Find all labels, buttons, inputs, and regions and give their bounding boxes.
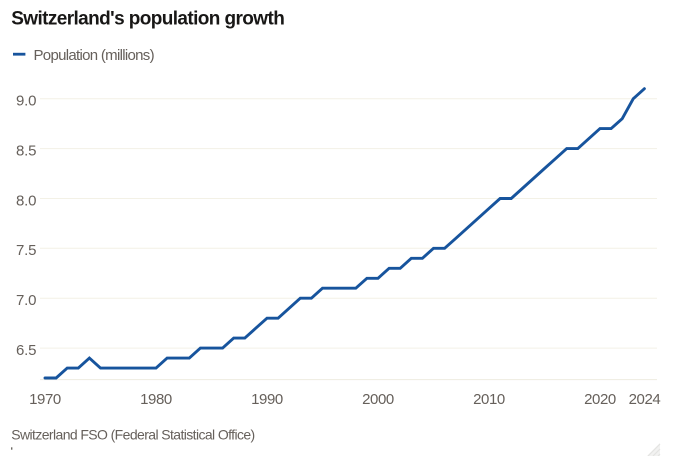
svg-text:6.5: 6.5 <box>16 342 36 359</box>
svg-text:7.5: 7.5 <box>16 242 36 259</box>
svg-text:1990: 1990 <box>251 391 283 408</box>
svg-text:1980: 1980 <box>140 391 172 408</box>
svg-text:2010: 2010 <box>473 391 505 408</box>
svg-text:2020: 2020 <box>584 391 616 408</box>
svg-text:8.0: 8.0 <box>16 192 36 209</box>
svg-text:7.0: 7.0 <box>16 292 36 309</box>
svg-text:9.0: 9.0 <box>16 93 36 110</box>
svg-text:8.5: 8.5 <box>16 142 36 159</box>
svg-text:Switzerland FSO (Federal Stati: Switzerland FSO (Federal Statistical Off… <box>11 427 254 443</box>
svg-text:Population (millions): Population (millions) <box>34 47 155 64</box>
svg-text:2000: 2000 <box>362 391 394 408</box>
svg-text:2024: 2024 <box>629 391 661 408</box>
svg-text:Switzerland's population growt: Switzerland's population growth <box>11 8 284 29</box>
svg-text:1970: 1970 <box>29 391 61 408</box>
